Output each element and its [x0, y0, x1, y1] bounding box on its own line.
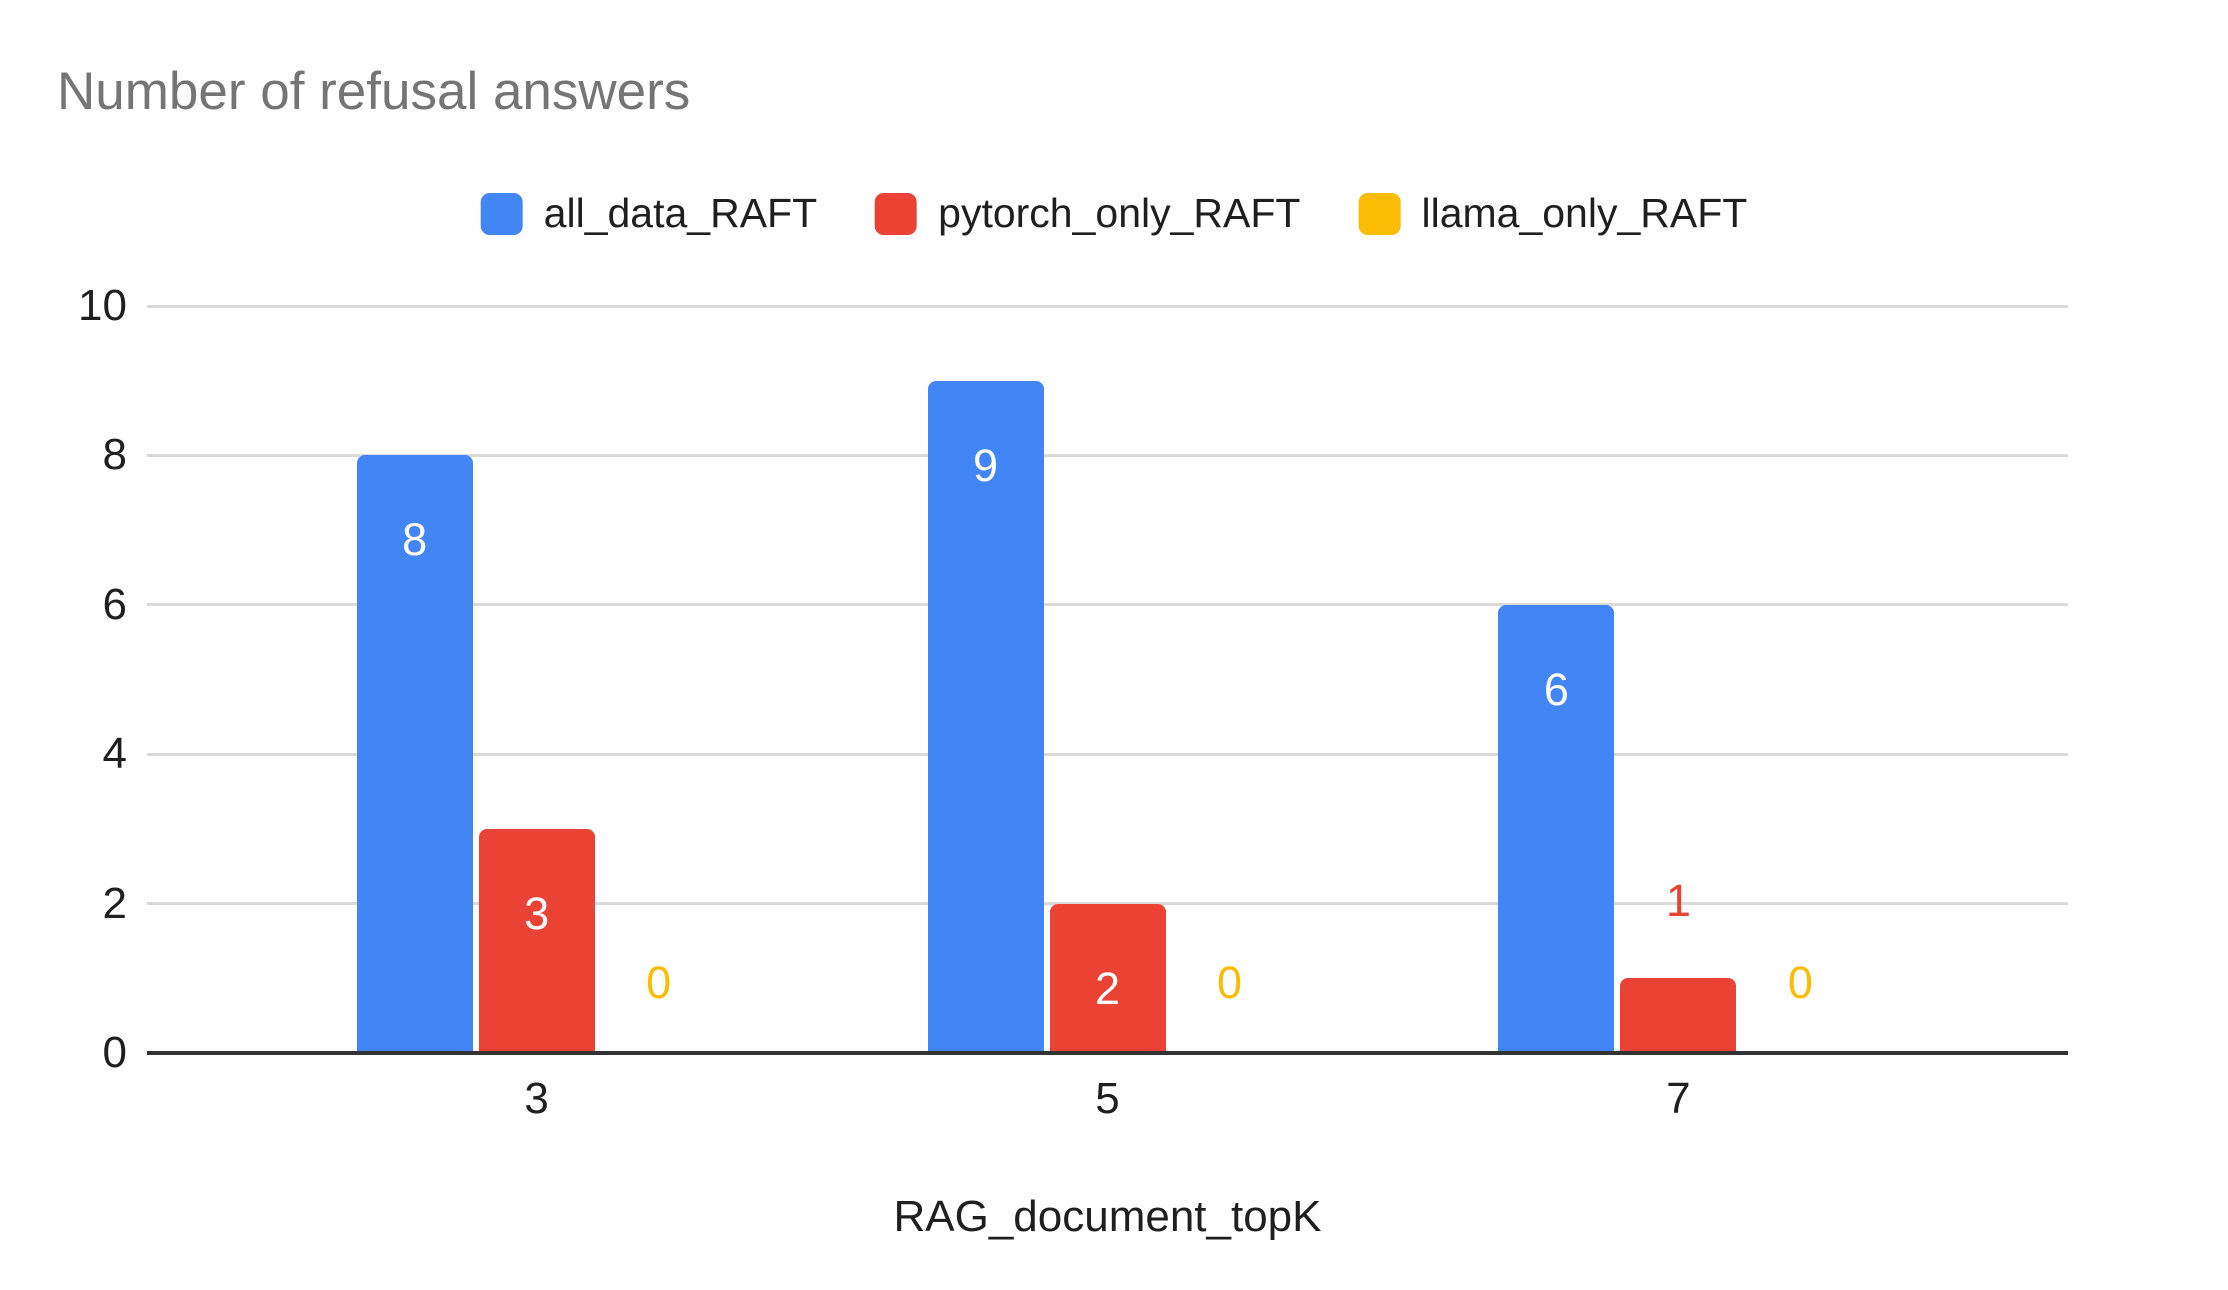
- bar-value-label: 6: [1543, 663, 1569, 715]
- y-axis: 0 2 4 6 8 10: [0, 0, 127, 1290]
- gridline-6: [147, 603, 2068, 607]
- legend-label: pytorch_only_RAFT: [938, 190, 1301, 236]
- x-axis-tick-label: 3: [524, 1074, 549, 1123]
- x-axis-title: RAG_document_topK: [893, 1192, 1322, 1241]
- gridline-2: [147, 902, 2068, 906]
- bar-value-label: 0: [1216, 957, 1243, 1008]
- legend-swatch-icon: [480, 192, 523, 235]
- bar-value-label: 3: [524, 887, 550, 939]
- bar-pytorch_only_RAFT-5: [1049, 903, 1166, 1053]
- bar-group-5: 9 2 0: [927, 306, 1288, 1053]
- bar-all_data_RAFT-7: [1498, 604, 1615, 1053]
- bar-slot-all_data_RAFT-3: 8: [356, 306, 473, 1053]
- y-axis-tick-label: 4: [102, 729, 127, 779]
- legend-label: llama_only_RAFT: [1421, 190, 1748, 236]
- gridline-4: [147, 752, 2068, 756]
- bar-value-label: 8: [402, 514, 428, 566]
- gridline-10: [147, 304, 2068, 308]
- bar-slot-all_data_RAFT-7: 6: [1498, 306, 1615, 1053]
- bar-value-label: 0: [646, 957, 672, 1008]
- legend-label: all_data_RAFT: [543, 190, 818, 236]
- bar-slot-llama_only_RAFT-3: 0: [601, 306, 717, 1053]
- chart-title: Number of refusal answers: [57, 62, 691, 121]
- plot-area: 8 3 0 3 9 2 0 5 6 1 0 7: [147, 304, 2068, 1123]
- bar-all_data_RAFT-5: [927, 380, 1044, 1053]
- bar-pytorch_only_RAFT-3: [478, 828, 595, 1053]
- x-axis-tick-label: 7: [1666, 1074, 1691, 1123]
- legend: all_data_RAFT pytorch_only_RAFT llama_only…: [480, 190, 1747, 237]
- bar-slot-pytorch_only_RAFT-7: 1: [1620, 306, 1737, 1053]
- y-axis-tick-label: 8: [102, 430, 127, 480]
- bar-all_data_RAFT-3: [356, 455, 473, 1053]
- bar-slot-pytorch_only_RAFT-3: 3: [478, 306, 595, 1053]
- x-axis-baseline: [147, 1051, 2068, 1055]
- y-axis-tick-label: 6: [102, 579, 127, 629]
- bar-value-label: 0: [1787, 957, 1813, 1008]
- legend-swatch-icon: [875, 192, 918, 235]
- bar-slot-all_data_RAFT-5: 9: [927, 306, 1044, 1053]
- bar-pytorch_only_RAFT-7: [1620, 978, 1737, 1053]
- bar-group-3: 8 3 0: [356, 306, 717, 1053]
- y-axis-tick-label: 0: [102, 1028, 127, 1077]
- legend-item-pytorch_only_RAFT: pytorch_only_RAFT: [875, 190, 1300, 237]
- legend-item-all_data_RAFT: all_data_RAFT: [480, 190, 818, 237]
- bar-value-label: 1: [1665, 875, 1691, 927]
- bar-slot-llama_only_RAFT-7: 0: [1742, 306, 1858, 1053]
- bar-group-7: 6 1 0: [1498, 306, 1858, 1053]
- bar-value-label: 2: [1094, 962, 1121, 1014]
- x-axis-tick-label: 5: [1095, 1074, 1120, 1123]
- y-axis-tick-label: 10: [78, 281, 127, 330]
- legend-swatch-icon: [1358, 192, 1401, 235]
- legend-item-llama_only_RAFT: llama_only_RAFT: [1358, 190, 1747, 237]
- gridline-8: [147, 453, 2068, 457]
- bar-value-label: 9: [972, 439, 999, 491]
- bar-slot-llama_only_RAFT-5: 0: [1172, 306, 1288, 1053]
- bar-slot-pytorch_only_RAFT-5: 2: [1049, 306, 1166, 1053]
- y-axis-tick-label: 2: [102, 878, 127, 928]
